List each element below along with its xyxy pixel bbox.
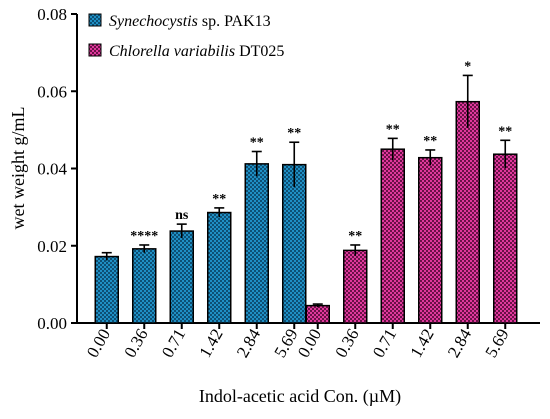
y-tick-label: 0.00 xyxy=(37,314,67,333)
legend-swatch-chlorella xyxy=(88,43,102,57)
significance-label: ** xyxy=(423,134,437,149)
bar xyxy=(132,248,157,324)
bar xyxy=(244,163,269,324)
bar xyxy=(282,163,307,324)
x-tick-label: 0.36 xyxy=(331,326,362,361)
legend-swatch-synechocystis xyxy=(88,13,102,27)
x-tick-label: 0.71 xyxy=(158,326,189,361)
x-tick-label: 2.84 xyxy=(444,325,476,361)
bar xyxy=(493,153,518,324)
significance-label: ** xyxy=(250,136,264,151)
x-tick-label: 5.69 xyxy=(270,326,301,361)
x-tick-label: 0.71 xyxy=(369,326,400,361)
significance-label: ** xyxy=(287,126,301,141)
bar xyxy=(380,148,405,324)
x-tick-label: 5.69 xyxy=(481,326,512,361)
legend-label-synechocystis: Synechocystis sp. PAK13 xyxy=(109,13,271,30)
significance-label: * xyxy=(464,59,471,74)
y-tick-label: 0.08 xyxy=(37,5,67,24)
significance-label: ** xyxy=(498,124,512,139)
x-axis-label: Indol-acetic acid Con. (µM) xyxy=(199,386,401,407)
y-tick-label: 0.04 xyxy=(37,160,67,179)
legend-label-chlorella: Chlorella variabilis DT025 xyxy=(109,43,284,60)
significance-label: ** xyxy=(386,122,400,137)
significance-label: ** xyxy=(348,229,362,244)
bar xyxy=(305,304,330,324)
bar xyxy=(418,156,443,324)
x-tick-label: 0.36 xyxy=(120,326,151,361)
y-axis-label: wet weight g/mL xyxy=(8,107,28,230)
y-tick-label: 0.06 xyxy=(37,82,67,101)
x-tick-label: 2.84 xyxy=(233,325,265,361)
bar xyxy=(169,230,194,324)
x-tick-label: 1.42 xyxy=(406,326,437,361)
bar xyxy=(94,255,119,324)
significance-label: ns xyxy=(175,208,189,223)
significance-label: **** xyxy=(130,229,158,244)
significance-label: ** xyxy=(212,192,226,207)
y-tick-label: 0.02 xyxy=(37,237,67,256)
bar xyxy=(455,100,480,324)
bar xyxy=(343,249,368,324)
x-tick-label: 1.42 xyxy=(195,326,226,361)
bar xyxy=(207,211,232,324)
x-tick-label: 0.00 xyxy=(83,326,114,361)
x-tick-label: 0.00 xyxy=(294,326,325,361)
legend: Synechocystis sp. PAK13 Chlorella variab… xyxy=(88,13,284,60)
